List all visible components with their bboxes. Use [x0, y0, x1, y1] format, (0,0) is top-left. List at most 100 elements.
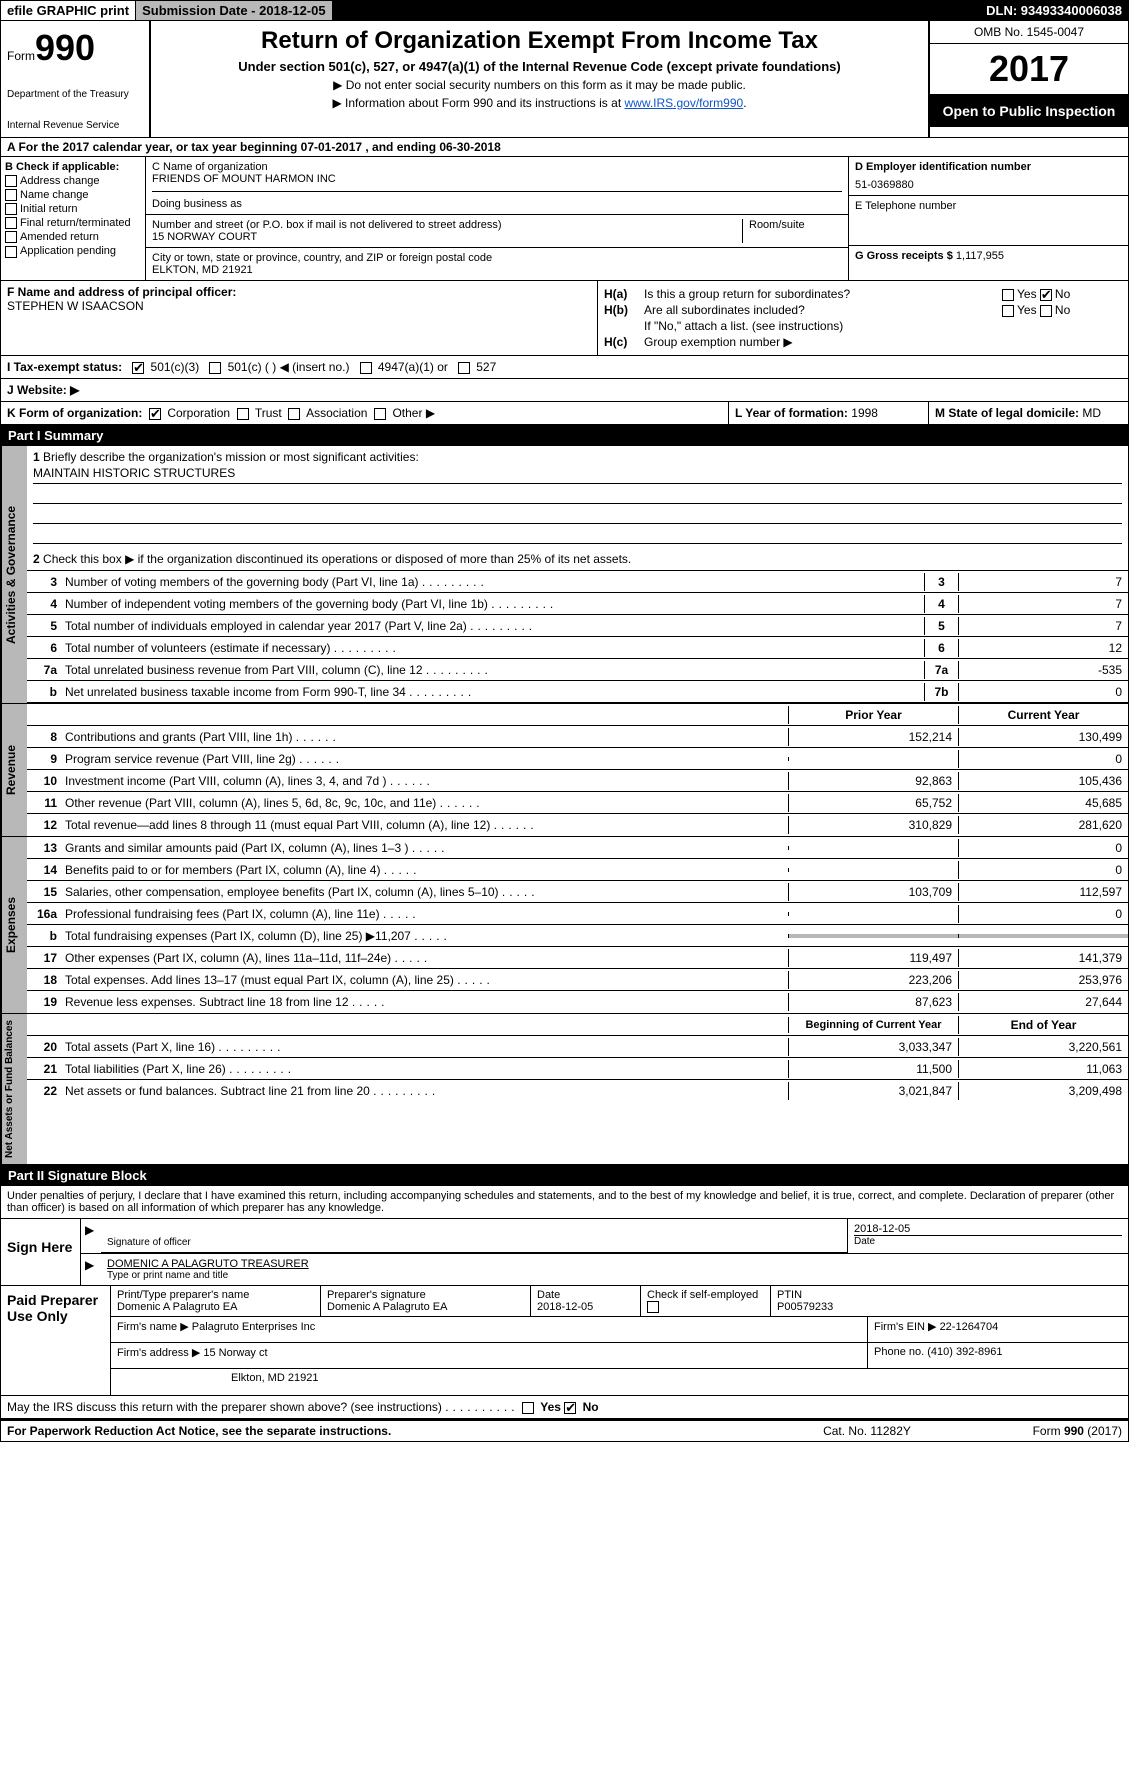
line-4: 4 Number of independent voting members o…	[27, 593, 1128, 615]
section-k: K Form of organization: Corporation Trus…	[0, 402, 1129, 425]
cb-527[interactable]	[458, 362, 470, 374]
note-ssn: ▶ Do not enter social security numbers o…	[171, 78, 908, 92]
part1-revenue: Revenue Prior YearCurrent Year 8 Contrib…	[0, 704, 1129, 837]
col-c-org-info: C Name of organization FRIENDS OF MOUNT …	[146, 157, 848, 280]
form-word: Form	[7, 49, 35, 63]
ptin: P00579233	[777, 1301, 1122, 1313]
submission-date: Submission Date - 2018-12-05	[136, 1, 333, 20]
cb-self-employed[interactable]	[647, 1301, 659, 1313]
line-19: 19 Revenue less expenses. Subtract line …	[27, 991, 1128, 1013]
c-name-label: C Name of organization	[152, 161, 842, 173]
org-name: FRIENDS OF MOUNT HARMON INC	[152, 173, 842, 185]
part1-expenses: Expenses 13 Grants and similar amounts p…	[0, 837, 1129, 1014]
section-i-tax-status: I Tax-exempt status: 501(c)(3) 501(c) ( …	[0, 356, 1129, 379]
ha-text: Is this a group return for subordinates?	[644, 287, 1002, 301]
col-f-officer: F Name and address of principal officer:…	[1, 281, 598, 355]
cb-501c[interactable]	[209, 362, 221, 374]
line-11: 11 Other revenue (Part VIII, column (A),…	[27, 792, 1128, 814]
dept-treasury: Department of the Treasury	[7, 89, 143, 100]
room-label: Room/suite	[749, 219, 842, 231]
line-b: b Net unrelated business taxable income …	[27, 681, 1128, 703]
cb-initial-return[interactable]: Initial return	[5, 203, 141, 215]
mission-text: MAINTAIN HISTORIC STRUCTURES	[33, 466, 1122, 484]
cb-501c3[interactable]	[132, 362, 144, 374]
col-b-checkboxes: B Check if applicable: Address change Na…	[1, 157, 146, 280]
line-16a: 16a Professional fundraising fees (Part …	[27, 903, 1128, 925]
line-14: 14 Benefits paid to or for members (Part…	[27, 859, 1128, 881]
state-domicile: MD	[1082, 406, 1101, 420]
preparer-date: 2018-12-05	[537, 1301, 634, 1313]
line-5: 5 Total number of individuals employed i…	[27, 615, 1128, 637]
sig-date: 2018-12-05	[854, 1223, 1122, 1235]
firm-phone: (410) 392-8961	[927, 1346, 1002, 1358]
cb-amended-return[interactable]: Amended return	[5, 231, 141, 243]
cb-final-return[interactable]: Final return/terminated	[5, 217, 141, 229]
line-12: 12 Total revenue—add lines 8 through 11 …	[27, 814, 1128, 836]
paid-preparer-label: Paid Preparer Use Only	[1, 1286, 111, 1395]
l1-text: Briefly describe the organization's miss…	[43, 450, 419, 464]
line-9: 9 Program service revenue (Part VIII, li…	[27, 748, 1128, 770]
line-7a: 7a Total unrelated business revenue from…	[27, 659, 1128, 681]
col-prior-year: Prior Year	[788, 706, 958, 724]
irs-label: Internal Revenue Service	[7, 120, 143, 131]
cb-trust[interactable]	[237, 408, 249, 420]
line-20: 20 Total assets (Part X, line 16) ......…	[27, 1036, 1128, 1058]
col-end: End of Year	[958, 1016, 1128, 1034]
city-state-zip: ELKTON, MD 21921	[152, 264, 842, 276]
col-d-ein: D Employer identification number 51-0369…	[848, 157, 1128, 280]
irs-link[interactable]: www.IRS.gov/form990	[624, 96, 743, 110]
line-10: 10 Investment income (Part VIII, column …	[27, 770, 1128, 792]
section-f-h: F Name and address of principal officer:…	[0, 281, 1129, 356]
row-a-tax-year: A For the 2017 calendar year, or tax yea…	[0, 138, 1129, 157]
form-ref: Form 990 (2017)	[952, 1424, 1122, 1438]
cb-address-change[interactable]: Address change	[5, 175, 141, 187]
vlabel-revenue: Revenue	[1, 704, 27, 836]
sign-here-block: Sign Here ▶ Signature of officer 2018-12…	[0, 1219, 1129, 1286]
part1-netassets: Net Assets or Fund Balances Beginning of…	[0, 1014, 1129, 1165]
cb-name-change[interactable]: Name change	[5, 189, 141, 201]
ifno-text: If "No," attach a list. (see instruction…	[644, 319, 1122, 333]
open-to-public: Open to Public Inspection	[930, 95, 1128, 127]
f-label: F Name and address of principal officer:	[7, 285, 591, 299]
top-bar: efile GRAPHIC print Submission Date - 20…	[0, 0, 1129, 21]
cb-application-pending[interactable]: Application pending	[5, 245, 141, 257]
gross-receipts: 1,117,955	[956, 250, 1004, 262]
line-21: 21 Total liabilities (Part X, line 26) .…	[27, 1058, 1128, 1080]
line-17: 17 Other expenses (Part IX, column (A), …	[27, 947, 1128, 969]
line-13: 13 Grants and similar amounts paid (Part…	[27, 837, 1128, 859]
cb-discuss-no[interactable]	[564, 1402, 576, 1414]
dln: DLN: 93493340006038	[333, 1, 1128, 20]
officer-name: STEPHEN W ISAACSON	[7, 299, 591, 313]
year-formation: 1998	[851, 406, 878, 420]
ein-value: 51-0369880	[855, 179, 1122, 191]
line-6: 6 Total number of volunteers (estimate i…	[27, 637, 1128, 659]
phone-label: E Telephone number	[855, 200, 1122, 212]
officer-name-title: DOMENIC A PALAGRUTO TREASURER	[107, 1258, 1122, 1270]
firm-addr2: Elkton, MD 21921	[111, 1369, 1128, 1395]
line-22: 22 Net assets or fund balances. Subtract…	[27, 1080, 1128, 1102]
paid-preparer-block: Paid Preparer Use Only Print/Type prepar…	[0, 1286, 1129, 1396]
cb-association[interactable]	[288, 408, 300, 420]
part2-bar: Part II Signature Block	[0, 1165, 1129, 1186]
form-subtitle: Under section 501(c), 527, or 4947(a)(1)…	[171, 59, 908, 74]
efile-label: efile GRAPHIC print	[1, 1, 136, 20]
discuss-with-preparer: May the IRS discuss this return with the…	[0, 1396, 1129, 1419]
col-current-year: Current Year	[958, 706, 1128, 724]
cb-discuss-yes[interactable]	[522, 1402, 534, 1414]
cb-corporation[interactable]	[149, 408, 161, 420]
firm-addr: 15 Norway ct	[203, 1347, 267, 1359]
vlabel-governance: Activities & Governance	[1, 446, 27, 703]
hb-text: Are all subordinates included?	[644, 303, 1002, 317]
col-h-group: H(a)Is this a group return for subordina…	[598, 281, 1128, 355]
part1-bar: Part I Summary	[0, 425, 1129, 446]
street-address: 15 NORWAY COURT	[152, 231, 742, 243]
tax-year: 2017	[930, 44, 1128, 95]
street-label: Number and street (or P.O. box if mail i…	[152, 219, 742, 231]
vlabel-net: Net Assets or Fund Balances	[1, 1014, 27, 1164]
form-title: Return of Organization Exempt From Incom…	[171, 27, 908, 55]
cb-other[interactable]	[374, 408, 386, 420]
cb-4947[interactable]	[360, 362, 372, 374]
paperwork-notice: For Paperwork Reduction Act Notice, see …	[7, 1424, 782, 1438]
perjury-statement: Under penalties of perjury, I declare th…	[0, 1186, 1129, 1219]
line-3: 3 Number of voting members of the govern…	[27, 571, 1128, 593]
